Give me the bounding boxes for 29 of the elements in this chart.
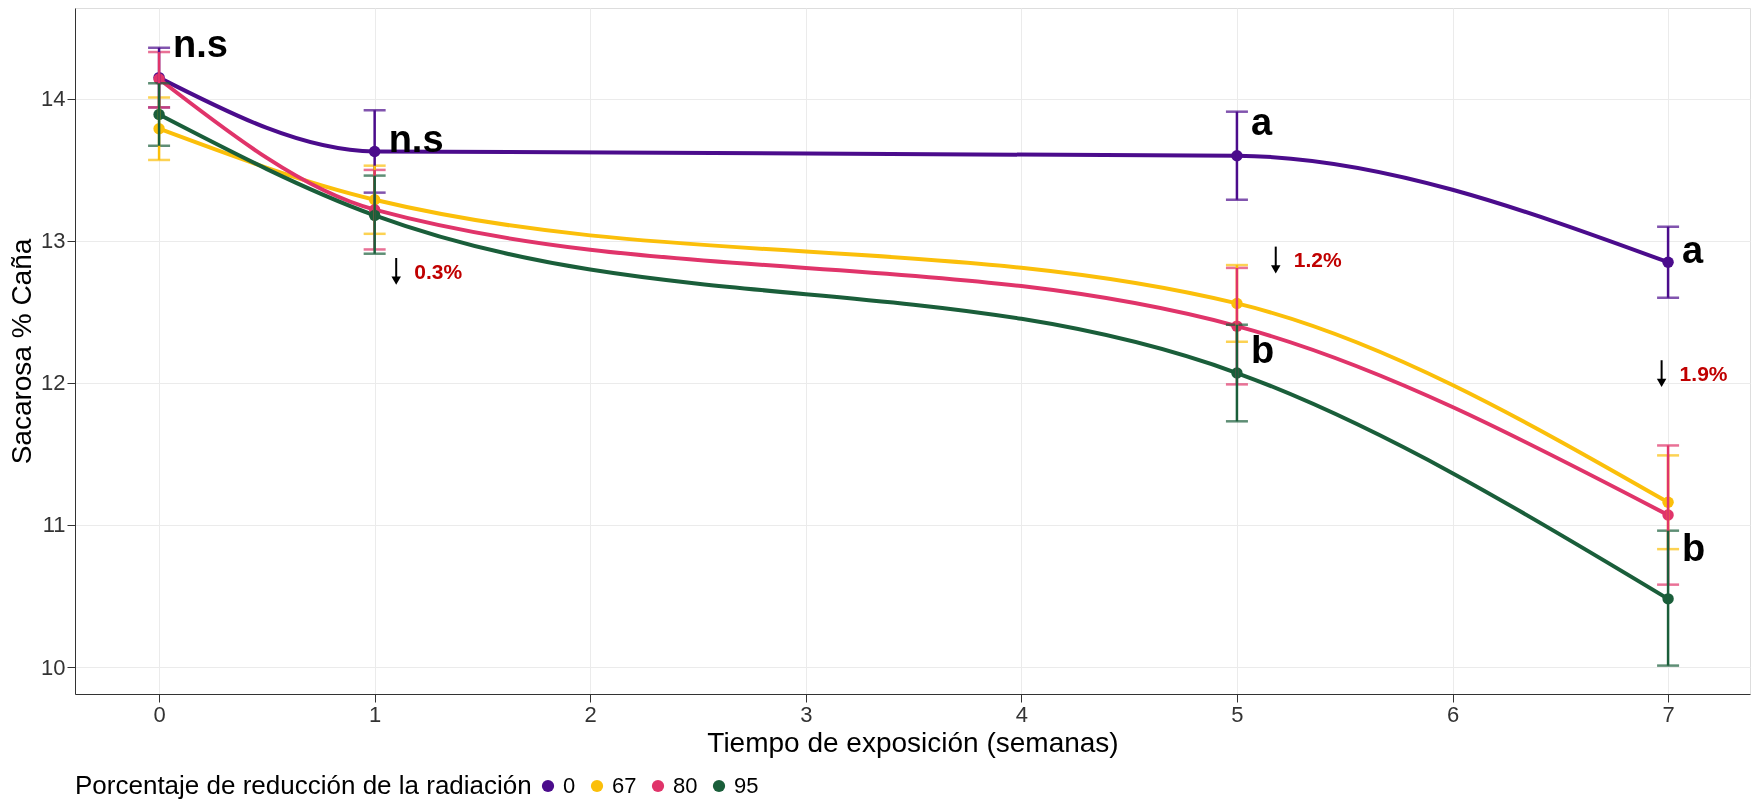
x-axis-title: Tiempo de exposición (semanas) [707, 726, 1119, 758]
y-tick-label: 14 [41, 86, 66, 112]
annotation: 1.9% [1679, 361, 1728, 385]
x-tick-label: 1 [369, 701, 382, 727]
legend-label: 80 [673, 773, 698, 798]
annotation: 1.2% [1293, 248, 1342, 272]
x-tick-label: 2 [584, 701, 597, 727]
y-tick-label: 11 [42, 512, 66, 538]
y-tick-label: 13 [41, 228, 66, 254]
annotation: n.s [388, 118, 444, 161]
legend-title: Porcentaje de reducción de la radiación [75, 770, 532, 800]
x-tick-label: 3 [800, 701, 813, 727]
annotation: 0.3% [414, 259, 463, 283]
x-tick-label: 5 [1231, 701, 1244, 727]
y-tick-label: 12 [41, 370, 66, 396]
x-tick-label: 0 [153, 701, 166, 727]
annotation: b [1682, 527, 1706, 570]
annotation: a [1682, 229, 1705, 272]
x-tick-label: 4 [1015, 701, 1028, 727]
legend-label: 0 [563, 773, 576, 798]
legend-label: 95 [734, 773, 759, 798]
y-axis-title: Sacarosa % Caña [6, 238, 38, 465]
annotation: a [1250, 101, 1273, 144]
annotation: b [1250, 328, 1275, 371]
y-tick-label: 10 [41, 654, 66, 680]
annotation: n.s [173, 23, 228, 66]
legend-label: 67 [612, 773, 637, 798]
x-tick-label: 6 [1446, 701, 1460, 727]
x-tick-label: 7 [1662, 701, 1675, 727]
